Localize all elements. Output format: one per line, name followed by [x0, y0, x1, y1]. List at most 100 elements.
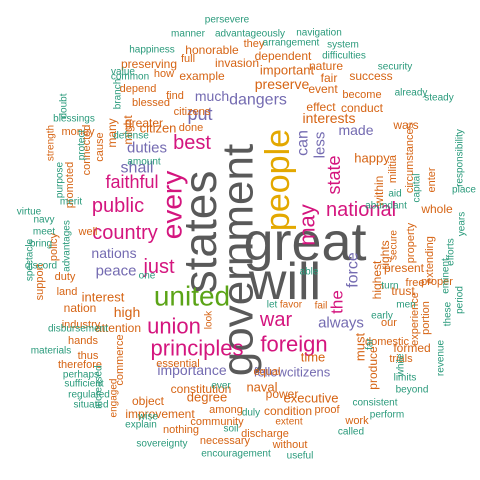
word-commerce: commerce [114, 334, 126, 385]
word-high: high [114, 304, 140, 320]
word-cause: cause [94, 132, 106, 161]
word-difficulties: difficulties [322, 51, 366, 62]
word-navigation: navigation [296, 28, 342, 39]
word-sufficient: sufficient [64, 379, 104, 390]
word-duties: duties [127, 140, 167, 157]
word-united: united [154, 281, 230, 312]
word-effect: effect [306, 100, 336, 114]
word-best: best [173, 132, 211, 154]
word-foreign: foreign [260, 332, 327, 357]
word-advantageously: advantageously [215, 29, 285, 40]
word-dependent: dependent [255, 49, 312, 63]
word-shall: shall [121, 160, 154, 177]
word-industry: industry [62, 319, 101, 331]
word-one: one [139, 271, 156, 282]
word-promoted: promoted [64, 162, 76, 208]
word-enter: enter [426, 167, 438, 192]
word-they: they [244, 38, 265, 50]
word-far: far [365, 337, 376, 349]
word-amount: amount [127, 157, 161, 168]
word-secure: secure [389, 230, 400, 260]
word-wars: wars [392, 118, 418, 132]
word-encouragement: encouragement [201, 449, 271, 460]
word-happiness: happiness [129, 45, 175, 56]
word-militia: militia [387, 154, 399, 183]
word-early: early [371, 311, 393, 322]
word-highest: highest [370, 260, 384, 299]
word-while: while [396, 353, 407, 377]
word-virtue: virtue [17, 207, 42, 218]
word-bring: bring [30, 239, 52, 250]
word-useful: useful [287, 451, 314, 462]
word-country: country [92, 222, 158, 244]
word-sovereignty: sovereignty [136, 439, 187, 450]
word-must: must [353, 333, 368, 362]
word-interest: interest [82, 290, 125, 305]
word-find: find [166, 90, 184, 102]
word-materials: materials [31, 346, 72, 357]
word-interests: interests [303, 110, 356, 126]
word-greater: greater [125, 116, 163, 130]
word-trust: trust [391, 284, 415, 298]
word-nation: nation [64, 301, 97, 315]
word-navy: navy [33, 215, 54, 226]
word-always: always [318, 315, 364, 332]
word-present: present [384, 261, 425, 275]
word-community: community [190, 416, 244, 428]
word-states: states [174, 171, 226, 294]
word-fair: fair [321, 71, 338, 85]
word-discord: discord [25, 261, 57, 272]
word-value: value [111, 67, 135, 78]
word-ever: ever [211, 381, 231, 392]
word-dangers: dangers [229, 92, 287, 109]
word-consistent: consistent [352, 398, 397, 409]
word-period: period [455, 286, 466, 314]
word-citizens: citizens [174, 106, 211, 118]
word-put: put [187, 104, 212, 124]
word-people: people [259, 129, 297, 231]
word-trials: trials [389, 353, 413, 365]
word-object: object [132, 394, 165, 408]
word-security: security [378, 62, 412, 73]
word-importance: importance [157, 362, 226, 378]
word-let: let [267, 300, 278, 311]
word-look: look [204, 310, 215, 329]
word-revenue: revenue [436, 339, 447, 376]
word-blessed: blessed [132, 97, 170, 109]
word-situated: situated [73, 400, 108, 411]
word-proof: proof [314, 404, 340, 416]
word-made: made [338, 122, 373, 138]
word-naval: naval [246, 380, 277, 395]
word-may: may [295, 204, 320, 246]
word-among: among [209, 404, 243, 416]
word-without: without [272, 439, 308, 451]
word-turn: turn [381, 281, 398, 292]
word-thus: thus [78, 350, 99, 362]
word-necessary: necessary [200, 435, 251, 447]
word-meet: meet [33, 227, 55, 238]
word-become: become [342, 89, 381, 101]
word-much: much [195, 88, 229, 104]
word-war: war [259, 309, 293, 331]
word-time: time [301, 350, 326, 365]
word-eminent: eminent [441, 258, 452, 294]
word-union: union [147, 314, 201, 339]
word-persevere: persevere [205, 15, 250, 26]
word-disbursement: disbursement [48, 324, 108, 335]
word-power: power [266, 387, 299, 401]
word-success: success [349, 69, 392, 83]
word-just: just [142, 256, 175, 278]
word-great: great [243, 212, 366, 272]
word-duty: duty [55, 271, 76, 283]
word-place: place [452, 185, 476, 196]
word-less: less [312, 132, 329, 159]
word-executive: executive [284, 391, 339, 406]
word-nations: nations [91, 245, 136, 261]
word-merit: merit [60, 197, 82, 208]
word-spectacle: spectacle [25, 238, 36, 281]
word-government: government [214, 144, 263, 376]
word-extending: extending [424, 236, 436, 284]
word-honorable: honorable [185, 43, 239, 57]
word-capital: capital [412, 174, 423, 203]
word-already: already [395, 88, 428, 99]
